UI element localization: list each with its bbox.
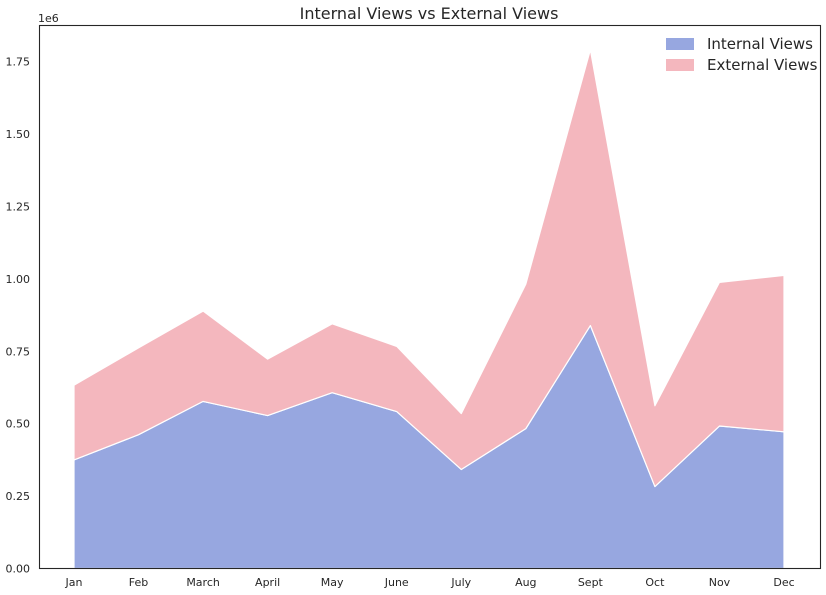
legend-swatch bbox=[666, 59, 694, 71]
legend-label: External Views bbox=[707, 56, 818, 74]
x-tick-label: Jan bbox=[65, 576, 83, 589]
y-tick-label: 1.25 bbox=[6, 201, 31, 214]
x-tick-label: Sept bbox=[578, 576, 604, 589]
legend: Internal Views External Views bbox=[666, 35, 818, 74]
x-tick-label: Dec bbox=[773, 576, 794, 589]
x-tick-label: Nov bbox=[709, 576, 731, 589]
area-layers bbox=[73, 49, 785, 570]
y-tick-label: 0.50 bbox=[6, 418, 31, 431]
y-tick-label: 0.75 bbox=[6, 345, 31, 358]
area-series-2 bbox=[73, 49, 785, 488]
legend-label: Internal Views bbox=[707, 35, 813, 53]
y-axis-ticks: 0.00 0.25 0.50 0.75 1.00 1.25 1.50 1.75 bbox=[6, 56, 31, 576]
x-axis-ticks: Jan Feb March April May June July Aug Sept Oct Nov… bbox=[65, 576, 795, 589]
x-tick-label: Feb bbox=[129, 576, 148, 589]
x-tick-label: April bbox=[255, 576, 280, 589]
x-tick-label: May bbox=[321, 576, 344, 589]
y-tick-label: 0.00 bbox=[6, 563, 31, 576]
y-tick-label: 1.00 bbox=[6, 273, 31, 286]
x-tick-label: Oct bbox=[645, 576, 665, 589]
y-tick-label: 0.25 bbox=[6, 490, 31, 503]
y-tick-label: 1.50 bbox=[6, 128, 31, 141]
x-tick-label: Aug bbox=[515, 576, 536, 589]
x-tick-label: July bbox=[450, 576, 471, 589]
plot-frame bbox=[38, 24, 822, 570]
y-tick-label: 1.75 bbox=[6, 56, 31, 69]
x-tick-label: June bbox=[384, 576, 409, 589]
y-axis-offset-label: 1e6 bbox=[38, 12, 59, 25]
x-tick-label: March bbox=[186, 576, 220, 589]
chart-title: Internal Views vs External Views bbox=[300, 4, 559, 23]
legend-swatch bbox=[666, 38, 694, 50]
